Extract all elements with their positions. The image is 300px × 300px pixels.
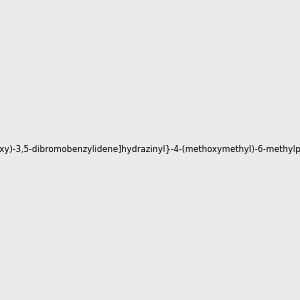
Text: 2-{(2E)-2-[4-(benzyloxy)-3,5-dibromobenzylidene]hydrazinyl}-4-(methoxymethyl)-6-: 2-{(2E)-2-[4-(benzyloxy)-3,5-dibromobenz… <box>0 146 300 154</box>
